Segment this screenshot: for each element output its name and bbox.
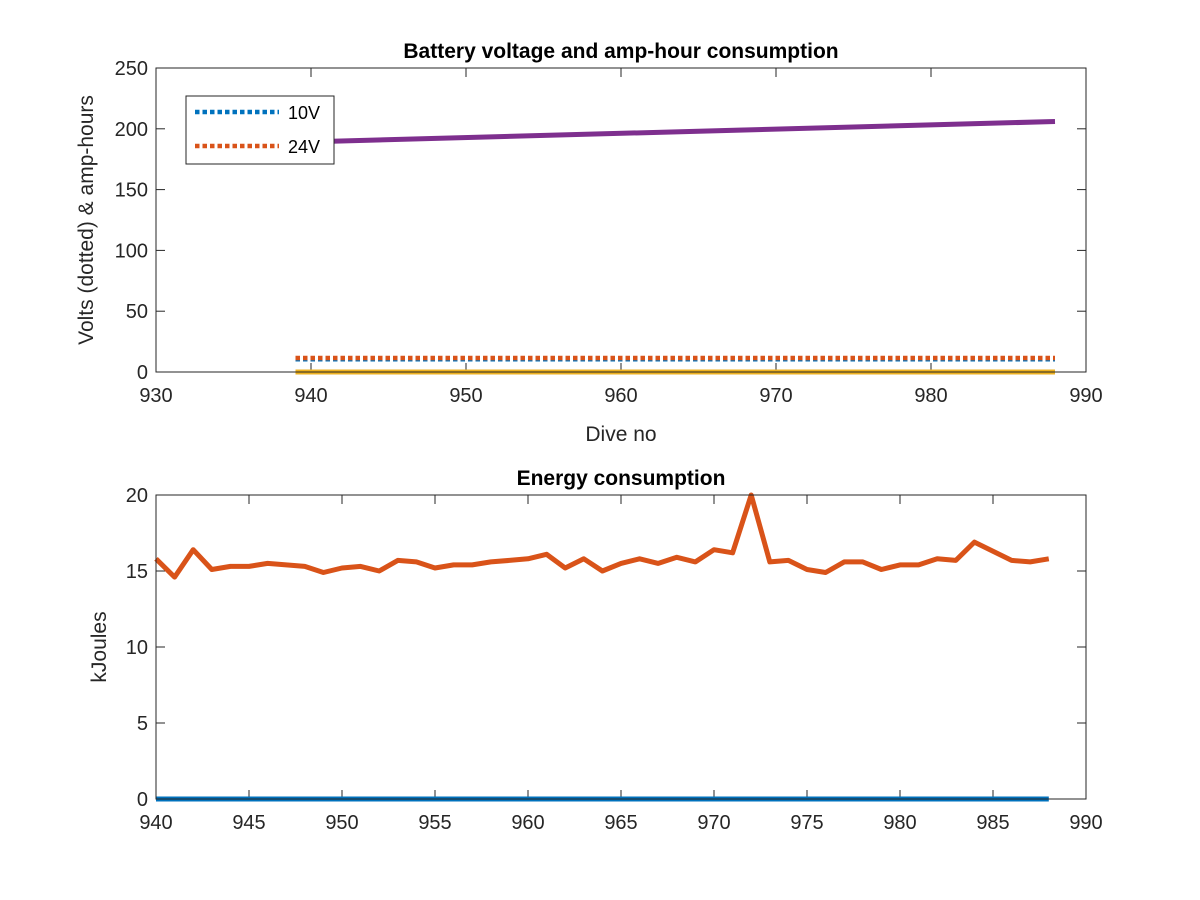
x-axis-label: Dive no — [585, 423, 656, 446]
x-tick-label: 950 — [325, 812, 358, 834]
ticks: 940 945 950 955 960 965 970 975 980 985 990 0 5 10 15 2… — [126, 485, 1103, 834]
ticks: 930 940 950 960 970 980 990 0 50 100 150 200 250 — [115, 58, 1103, 407]
legend-box — [185, 95, 335, 165]
chart-energy-consumption: Energy consumption kJoules 940 945 950 955 9… — [88, 467, 1103, 834]
plot-area — [156, 495, 1086, 799]
y-tick-label: 150 — [115, 180, 148, 202]
x-tick-label: 930 — [139, 385, 172, 407]
x-tick-label: 950 — [449, 385, 482, 407]
y-tick-label: 20 — [126, 485, 148, 507]
legend-label-10v: 10V — [288, 103, 320, 123]
x-tick-label: 980 — [883, 812, 916, 834]
x-tick-label: 970 — [697, 812, 730, 834]
x-tick-label: 940 — [294, 385, 327, 407]
x-tick-label: 955 — [418, 812, 451, 834]
y-tick-label: 250 — [115, 58, 148, 80]
y-tick-label: 10 — [126, 637, 148, 659]
y-tick-label: 100 — [115, 240, 148, 262]
x-tick-label: 980 — [914, 385, 947, 407]
x-tick-label: 960 — [604, 385, 637, 407]
legend-label-24v: 24V — [288, 137, 320, 157]
x-tick-label: 940 — [139, 812, 172, 834]
chart-title: Battery voltage and amp-hour consumption — [403, 40, 838, 63]
y-tick-label: 0 — [137, 789, 148, 811]
x-tick-label: 965 — [604, 812, 637, 834]
y-tick-label: 15 — [126, 561, 148, 583]
series-line-3 — [295, 119, 1056, 145]
plot-frame — [155, 494, 1087, 800]
x-tick-label: 990 — [1069, 812, 1102, 834]
chart-battery-voltage: Battery voltage and amp-hour consumption… — [75, 40, 1103, 446]
y-tick-label: 5 — [137, 713, 148, 735]
y-tick-label: 50 — [126, 301, 148, 323]
y-axis-label: kJoules — [88, 611, 111, 682]
y-tick-label: 0 — [137, 362, 148, 384]
x-tick-label: 970 — [759, 385, 792, 407]
x-tick-label: 945 — [232, 812, 265, 834]
x-tick-label: 990 — [1069, 385, 1102, 407]
y-axis-label: Volts (dotted) & amp-hours — [75, 95, 98, 345]
y-tick-label: 200 — [115, 119, 148, 141]
chart-title: Energy consumption — [517, 467, 726, 490]
legend: 10V 24V — [185, 95, 335, 165]
x-tick-label: 960 — [511, 812, 544, 834]
series-line-1 — [154, 492, 1050, 580]
x-tick-label: 975 — [790, 812, 823, 834]
plot-frame — [155, 67, 1087, 373]
x-tick-label: 985 — [976, 812, 1009, 834]
